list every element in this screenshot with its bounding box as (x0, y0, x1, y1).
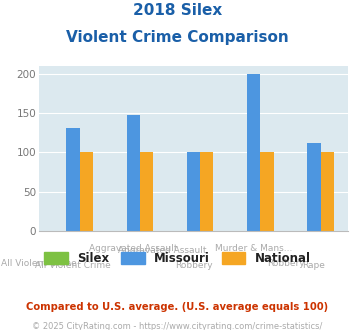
Bar (247, 74, 260, 231)
Bar (260, 152, 274, 231)
Bar (200, 152, 213, 231)
Text: Aggravated Assault: Aggravated Assault (89, 244, 178, 253)
Bar (321, 152, 334, 231)
Text: All Violent Crime: All Violent Crime (35, 261, 111, 270)
Text: Robbery: Robbery (175, 261, 212, 270)
Bar (80, 152, 93, 231)
Text: 2018 Silex: 2018 Silex (133, 3, 222, 18)
Text: Rape: Rape (302, 261, 326, 270)
Text: All Violent Crime: All Violent Crime (1, 259, 77, 268)
Bar (140, 152, 153, 231)
Text: Murder & Mans...: Murder & Mans... (215, 244, 293, 253)
Text: Violent Crime Comparison: Violent Crime Comparison (66, 30, 289, 45)
Text: Compared to U.S. average. (U.S. average equals 100): Compared to U.S. average. (U.S. average … (26, 302, 329, 312)
Bar (307, 143, 321, 231)
Text: © 2025 CityRating.com - https://www.cityrating.com/crime-statistics/: © 2025 CityRating.com - https://www.city… (32, 322, 323, 330)
Legend: Silex, Missouri, National: Silex, Missouri, National (39, 247, 316, 270)
Text: Robbery: Robbery (267, 259, 305, 268)
Text: Aggravated Assault: Aggravated Assault (118, 246, 207, 255)
Bar (66, 128, 80, 231)
Bar (187, 152, 200, 231)
Bar (127, 115, 140, 231)
